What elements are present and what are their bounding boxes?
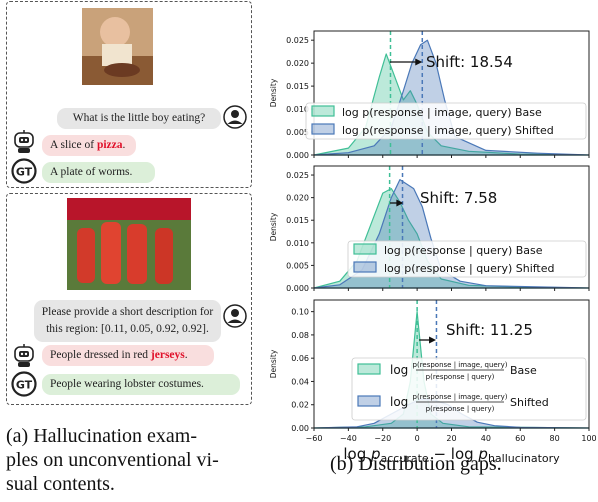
question-bubble: What is the little boy eating? (57, 108, 221, 129)
y-tick-label: 0.08 (291, 331, 309, 340)
legend-fraction-denominator: p(response | query) (426, 373, 495, 381)
legend-fraction-numerator: p(response | image, query) (413, 393, 508, 401)
y-tick-label: 0.010 (286, 239, 309, 248)
y-axis-label: Density (269, 349, 278, 378)
answer-suffix: . (184, 349, 188, 361)
y-tick-label: 0.02 (291, 401, 309, 410)
ground-truth-bubble: People wearing lobster costumes. (42, 374, 240, 395)
plot-frame (313, 30, 590, 156)
answer-suffix: . (122, 139, 126, 151)
legend-label: log p(response | image, query) Base (342, 106, 542, 119)
y-tick-label: 0.015 (286, 82, 309, 91)
legend-box (305, 102, 587, 140)
y-axis-label: Density (269, 212, 278, 241)
x-tick-label: 40 (481, 434, 491, 443)
question-line-2: this region: [0.11, 0.05, 0.92, 0.92]. (46, 323, 209, 335)
user-avatar-icon (223, 304, 247, 328)
answer-text: People dressed in red (50, 349, 151, 361)
legend-swatch (357, 363, 381, 375)
y-tick-label: 0.010 (286, 105, 309, 114)
plot-frame (313, 165, 590, 289)
density-curve-base (313, 311, 590, 429)
x-tick-label: 80 (550, 434, 560, 443)
model-answer-bubble: People dressed in red jerseys. (42, 345, 214, 366)
legend-swatch (353, 243, 377, 255)
y-tick-label: 0.025 (286, 171, 309, 180)
example-panel-2: Please provide a short description for t… (6, 193, 252, 405)
legend-swatch (311, 123, 335, 135)
legend-label: log p(response | query) Shifted (384, 262, 555, 275)
model-answer-bubble: A slice of pizza. (42, 135, 136, 156)
y-tick-label: 0.00 (291, 424, 309, 433)
legend-swatch (357, 395, 381, 407)
x-tick-label: 0 (415, 434, 420, 443)
legend-fraction-denominator: p(response | query) (426, 405, 495, 413)
shift-arrow-head (415, 58, 423, 66)
legend-log-text: log (390, 395, 408, 409)
right-caption: (b) Distribution gaps. (330, 453, 502, 475)
gt-icon: GT (11, 371, 37, 397)
y-tick-label: 0.005 (286, 128, 309, 137)
boy-eating-photo (82, 8, 153, 85)
y-tick-label: 0.020 (286, 194, 309, 203)
caption-line-1: (a) Hallucination exam- (6, 425, 198, 447)
x-tick-label: −60 (306, 434, 323, 443)
hallucinated-word: jerseys (150, 349, 185, 361)
gt-label: GT (16, 166, 33, 179)
y-tick-label: 0.000 (286, 284, 309, 293)
density-curve-base (313, 53, 590, 156)
caption-line-2: ples on unconventional vi- (6, 449, 219, 471)
gt-icon: GT (11, 158, 37, 184)
question-bubble: Please provide a short description for t… (34, 300, 221, 342)
legend-label: Shifted (510, 396, 549, 409)
robot-icon (14, 130, 34, 153)
legend-fraction-numerator: p(response | image, query) (413, 361, 508, 369)
plot-frame (313, 299, 590, 429)
x-tick-label: 100 (581, 434, 596, 443)
y-tick-label: 0.04 (291, 377, 309, 386)
user-avatar-icon (223, 105, 247, 129)
legend-box (347, 240, 587, 278)
y-tick-label: 0.025 (286, 36, 309, 45)
shift-arrow-head (429, 336, 437, 344)
x-tick-label: −40 (340, 434, 357, 443)
density-curve-shifted (313, 179, 590, 289)
legend-label: Base (510, 364, 537, 377)
gt-label: GT (16, 379, 33, 392)
legend-swatch (311, 105, 335, 117)
y-axis-label: Density (269, 78, 278, 107)
shift-annotation: Shift: 11.25 (446, 321, 533, 339)
question-line-1: Please provide a short description for (41, 306, 214, 318)
shift-annotation: Shift: 18.54 (426, 53, 513, 71)
y-tick-label: 0.06 (291, 354, 309, 363)
lobster-costume-photo (67, 198, 191, 290)
ground-truth-bubble: A plate of worms. (42, 162, 155, 183)
density-curve-base (313, 188, 590, 289)
shift-annotation: Shift: 7.58 (420, 189, 497, 207)
answer-text: A slice of (50, 139, 97, 151)
density-curve-shifted (313, 39, 590, 156)
density-curve-shifted (313, 398, 590, 429)
caption-line-3: sual contents. (6, 473, 115, 495)
y-tick-label: 0.020 (286, 59, 309, 68)
y-tick-label: 0.000 (286, 151, 309, 160)
legend-box (351, 357, 587, 421)
left-caption: (a) Hallucination exam- ples on unconven… (6, 424, 256, 496)
legend-label: log p(response | image, query) Shifted (342, 124, 554, 137)
legend-label: log p(response | query) Base (384, 244, 543, 257)
x-tick-label: 60 (515, 434, 525, 443)
y-tick-label: 0.10 (291, 308, 309, 317)
x-tick-label: −20 (374, 434, 391, 443)
robot-icon (14, 344, 34, 367)
y-tick-label: 0.015 (286, 216, 309, 225)
legend-swatch (353, 261, 377, 273)
legend-log-text: log (390, 363, 408, 377)
hallucinated-word: pizza (96, 139, 123, 151)
y-tick-label: 0.005 (286, 261, 309, 270)
x-tick-label: 20 (446, 434, 456, 443)
example-panel-1: What is the little boy eating? A slice o… (6, 1, 252, 188)
shift-arrow-head (396, 199, 404, 207)
